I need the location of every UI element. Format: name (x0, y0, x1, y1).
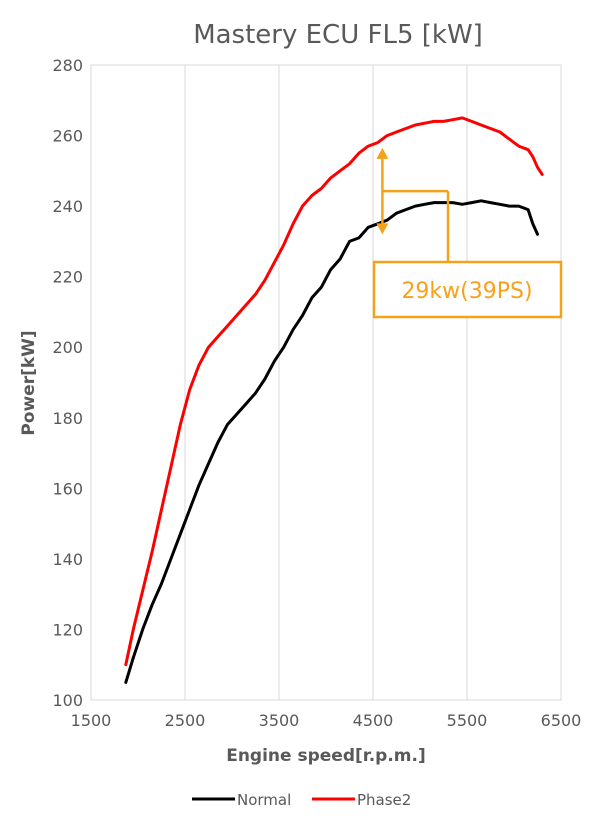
gain-annotation: 29kw(39PS) (372, 147, 563, 319)
annotation-box (372, 260, 563, 319)
annotation-arrow-head-up (376, 147, 389, 159)
legend: Normal Phase2 (192, 791, 411, 809)
y-tick-label: 240 (52, 197, 83, 216)
y-tick-label: 200 (52, 338, 83, 357)
y-tick-label: 280 (52, 56, 83, 75)
x-tick-label: 1500 (71, 711, 112, 730)
y-tick-label: 220 (52, 268, 83, 287)
x-tick-label: 2500 (165, 711, 206, 730)
y-axis-label: Power[kW] (19, 330, 39, 435)
y-tick-label: 180 (52, 409, 83, 428)
x-tick-label: 6500 (541, 711, 582, 730)
x-tick-label: 3500 (259, 711, 300, 730)
chart-title: Mastery ECU FL5 [kW] (193, 20, 483, 50)
series-line-phase2 (124, 116, 544, 667)
annotation-label: 29kw(39PS) (401, 279, 532, 304)
series-layer (124, 116, 544, 684)
legend-label-normal: Normal (237, 791, 291, 809)
y-tick-label: 120 (52, 620, 83, 639)
y-tick-label: 160 (52, 479, 83, 498)
grid-lines (90, 64, 562, 701)
x-tick-label: 5500 (447, 711, 488, 730)
x-axis-label: Engine speed[r.p.m.] (226, 746, 426, 766)
series-line-normal (124, 199, 539, 684)
plot-area-border (90, 64, 562, 701)
annotation-arrow-head-down (376, 223, 389, 235)
y-tick-label: 140 (52, 550, 83, 569)
legend-label-phase2: Phase2 (357, 791, 411, 809)
y-tick-label: 100 (52, 691, 83, 710)
tick-labels: 1500 2500 3500 4500 5500 6500 100 120 140 160 180 2… (52, 56, 581, 730)
x-tick-label: 4500 (353, 711, 394, 730)
y-tick-label: 260 (52, 127, 83, 146)
